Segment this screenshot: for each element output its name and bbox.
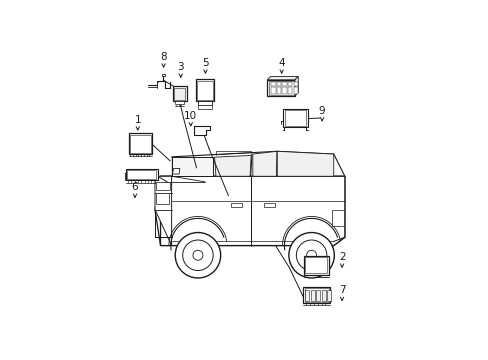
Text: 2: 2: [338, 252, 345, 262]
Bar: [332, 210, 344, 226]
Bar: [293, 87, 297, 94]
Bar: [125, 169, 158, 180]
Polygon shape: [155, 176, 344, 246]
Bar: [276, 87, 281, 94]
Polygon shape: [267, 76, 298, 80]
Polygon shape: [252, 151, 276, 176]
Circle shape: [193, 250, 203, 260]
Bar: [287, 87, 292, 94]
Bar: [282, 82, 286, 86]
Bar: [128, 133, 152, 154]
Bar: [271, 82, 275, 86]
Bar: [283, 109, 307, 127]
Bar: [305, 257, 327, 273]
Polygon shape: [160, 176, 344, 246]
Text: 10: 10: [184, 111, 197, 121]
Bar: [282, 87, 286, 94]
Bar: [287, 82, 292, 86]
Polygon shape: [214, 156, 251, 176]
Bar: [303, 287, 330, 303]
Bar: [231, 203, 241, 207]
Text: 5: 5: [202, 58, 208, 68]
Bar: [305, 291, 308, 301]
Bar: [127, 170, 156, 179]
Polygon shape: [294, 76, 298, 96]
Bar: [267, 80, 294, 96]
Polygon shape: [155, 176, 171, 246]
Bar: [198, 101, 211, 105]
Bar: [271, 87, 275, 94]
Polygon shape: [172, 168, 180, 174]
Text: 8: 8: [160, 52, 166, 62]
Bar: [197, 81, 212, 100]
Bar: [327, 291, 330, 301]
Bar: [284, 110, 305, 126]
Polygon shape: [193, 126, 210, 135]
Bar: [162, 74, 164, 76]
Circle shape: [296, 240, 326, 270]
Bar: [276, 82, 281, 86]
Circle shape: [175, 233, 220, 278]
Bar: [303, 256, 328, 275]
Text: 4: 4: [278, 58, 285, 68]
Bar: [293, 82, 297, 86]
Bar: [130, 135, 150, 153]
Circle shape: [288, 233, 334, 278]
Bar: [310, 291, 314, 301]
Bar: [268, 81, 293, 95]
Bar: [304, 288, 328, 302]
Bar: [264, 203, 274, 207]
Bar: [156, 183, 169, 190]
Circle shape: [183, 240, 213, 270]
Bar: [173, 86, 186, 102]
Bar: [196, 79, 214, 102]
Bar: [174, 87, 185, 100]
Bar: [198, 105, 211, 109]
Text: 1: 1: [134, 115, 141, 125]
Text: 3: 3: [177, 62, 183, 72]
Bar: [156, 193, 168, 204]
Text: 7: 7: [338, 285, 345, 296]
Bar: [321, 291, 325, 301]
Bar: [316, 291, 320, 301]
Polygon shape: [277, 151, 333, 176]
Circle shape: [306, 250, 316, 260]
Bar: [175, 101, 183, 104]
Text: 6: 6: [131, 182, 138, 192]
Text: 9: 9: [318, 106, 325, 116]
Polygon shape: [171, 157, 213, 176]
